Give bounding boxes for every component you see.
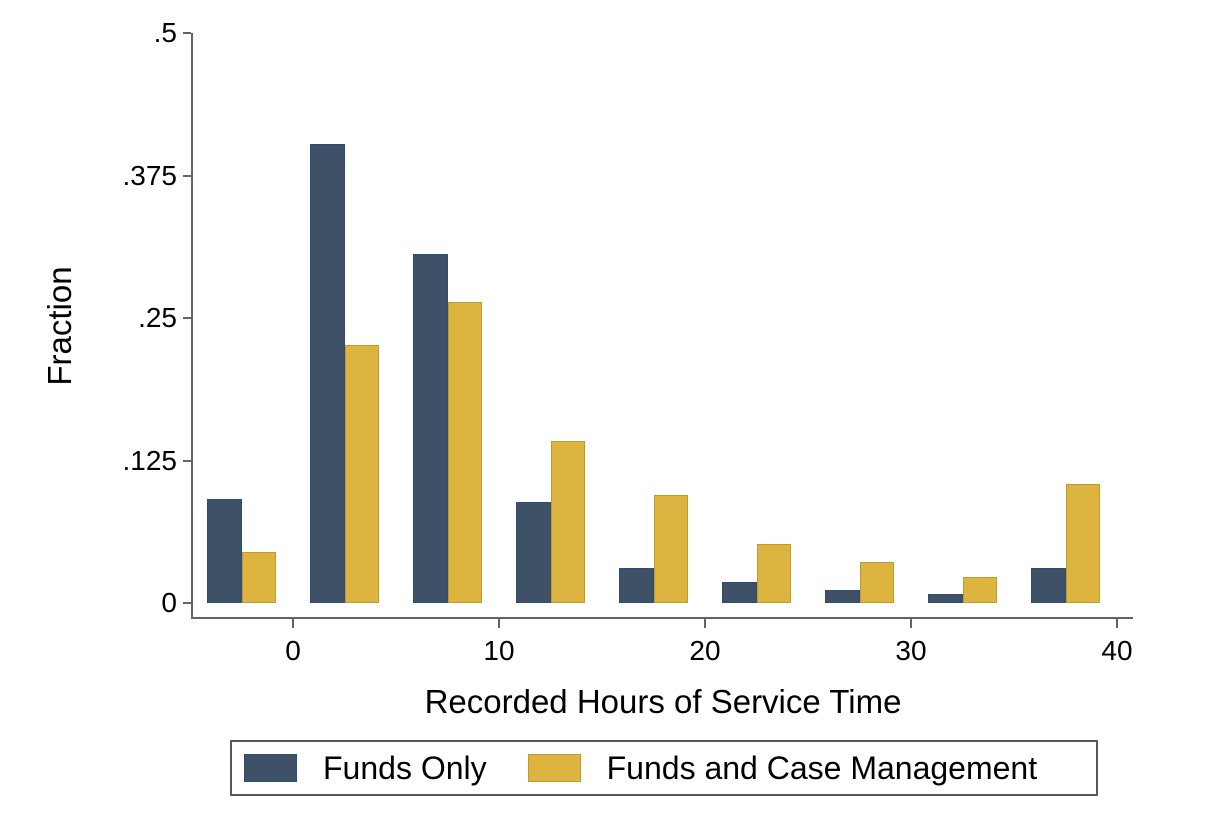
bar-funds-and-case-management-0 [241,552,276,603]
legend-label-funds-and-case-management: Funds and Case Management [606,749,1038,786]
y-tick-3 [183,174,191,177]
legend-label-funds-only: Funds Only [323,749,487,786]
bar-funds-and-case-management-6 [859,562,894,603]
bar-funds-and-case-management-5 [756,544,791,603]
x-tick-0 [292,619,294,628]
bar-funds-and-case-management-8 [1065,484,1100,603]
bar-funds-only-4 [619,568,654,603]
bar-funds-only-5 [722,582,757,603]
x-tick-label-3: 30 [895,635,927,666]
bar-funds-only-0 [207,499,242,603]
bar-funds-and-case-management-7 [962,577,997,603]
y-tick-2 [183,317,191,319]
x-tick-3 [910,619,912,628]
x-tick-2 [704,619,706,628]
bar-funds-only-6 [825,590,860,603]
legend-swatch-funds-only [244,754,297,782]
y-tick-0 [183,602,191,604]
legend-box: Funds Only Funds and Case Management [230,740,1098,796]
legend-swatch-funds-and-case-management [527,754,581,782]
x-tick-label-2: 20 [689,635,721,666]
x-tick-1 [498,619,500,628]
y-tick-label-2: .25 [138,302,177,333]
x-tick-label-1: 10 [483,635,515,666]
y-tick-4 [183,32,191,34]
y-axis-title: Fraction [41,266,78,386]
x-tick-label-0: 0 [285,635,301,666]
x-tick-4 [1116,619,1118,628]
bar-funds-only-1 [310,144,345,603]
bar-funds-only-3 [516,502,551,603]
x-tick-label-4: 40 [1101,635,1133,666]
y-axis-line [191,33,193,619]
y-tick-label-4: .5 [153,17,177,48]
y-tick-label-3: .375 [122,159,178,191]
y-tick-1 [183,459,191,462]
bar-funds-and-case-management-1 [344,345,379,603]
bar-funds-only-7 [928,594,963,603]
y-tick-label-0: 0 [161,587,177,618]
bar-funds-only-2 [413,254,448,603]
bar-funds-and-case-management-2 [447,302,482,603]
x-axis-title: Recorded Hours of Service Time [424,683,902,720]
x-axis-line [191,617,1133,619]
bar-funds-and-case-management-3 [550,441,585,603]
bar-funds-and-case-management-4 [653,495,688,603]
bar-funds-only-8 [1031,568,1066,603]
y-tick-label-1: .125 [122,444,178,476]
